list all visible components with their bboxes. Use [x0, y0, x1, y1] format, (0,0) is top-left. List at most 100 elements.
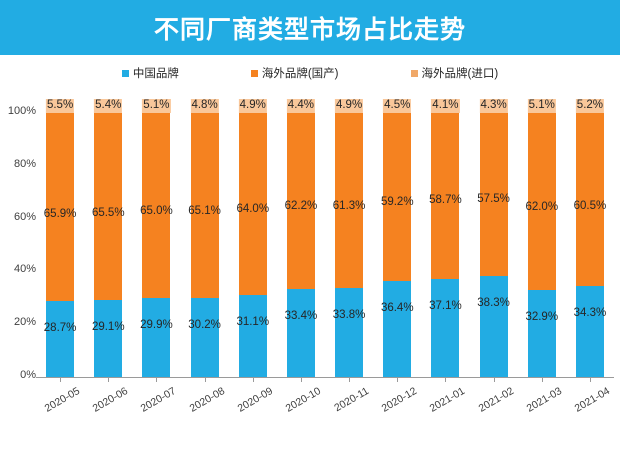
- x-axis-tick-label: 2021-02: [476, 385, 516, 415]
- x-axis-tick-label: 2020-10: [283, 385, 323, 415]
- bar-segment-china-brand[interactable]: 36.4%: [381, 281, 414, 378]
- bar-group[interactable]: 4.5% 59.2% 36.4%: [381, 99, 414, 378]
- legend-swatch-icon: [250, 69, 258, 77]
- bar-label-china-brand: 29.9%: [140, 319, 173, 332]
- bar-label-china-brand: 30.2%: [188, 318, 221, 331]
- x-axis-tick-mark: [493, 378, 495, 382]
- bar-label-import: 4.1%: [431, 99, 460, 113]
- bar-segment-import[interactable]: 4.9%: [238, 99, 267, 126]
- bar-group[interactable]: 4.4% 62.2% 33.4%: [284, 99, 318, 377]
- chart-legend: 中国品牌 海外品牌(国产) 海外品牌(进口): [0, 62, 620, 84]
- bar-segment-overseas-domestic[interactable]: 62.0%: [525, 126, 559, 291]
- y-axis-tick-text: 40%: [13, 263, 36, 276]
- legend-item-1[interactable]: 海外品牌(国产): [250, 65, 339, 81]
- bar-segment-overseas-domestic[interactable]: 57.5%: [477, 124, 510, 277]
- bar-segment-overseas-domestic[interactable]: 65.5%: [92, 127, 125, 301]
- bar-group[interactable]: 4.3% 57.5% 38.3%: [477, 99, 510, 378]
- x-axis-tick-mark: [108, 378, 110, 382]
- bar-segment-overseas-domestic[interactable]: 62.2%: [285, 124, 317, 289]
- bar-segment-import[interactable]: 4.3%: [479, 99, 508, 125]
- bar-segment-import[interactable]: 4.4%: [286, 99, 316, 125]
- bar-label-china-brand: 29.1%: [91, 321, 125, 334]
- bar-label-import: 4.4%: [286, 99, 316, 113]
- legend-item-2[interactable]: 海外品牌(进口): [410, 65, 499, 81]
- x-axis-tick-mark: [349, 378, 351, 382]
- bar-segment-import[interactable]: 5.5%: [45, 99, 75, 128]
- bar-group[interactable]: 5.1% 62.0% 32.9%: [525, 99, 559, 377]
- bar-label-china-brand: 28.7%: [43, 322, 77, 335]
- bar-label-overseas-domestic: 65.1%: [188, 204, 221, 217]
- legend-swatch-icon: [121, 69, 129, 77]
- bar-group[interactable]: 5.5% 65.9% 28.7%: [43, 99, 77, 378]
- bar-label-overseas-domestic: 57.5%: [477, 193, 510, 206]
- bar-label-import: 4.3%: [479, 99, 508, 113]
- bar-segment-overseas-domestic[interactable]: 65.0%: [140, 126, 173, 299]
- x-axis-tick-mark: [204, 378, 206, 382]
- bar-segment-overseas-domestic[interactable]: 64.0%: [236, 125, 270, 295]
- bar-label-china-brand: 34.3%: [573, 307, 607, 320]
- bar-segment-import[interactable]: 4.8%: [190, 99, 219, 126]
- bar-segment-china-brand[interactable]: 38.3%: [477, 276, 510, 378]
- bar-label-overseas-domestic: 64.0%: [236, 203, 270, 216]
- bar-label-import: 5.5%: [45, 99, 75, 113]
- bar-label-import: 5.4%: [94, 99, 123, 113]
- legend-item-0[interactable]: 中国品牌: [121, 65, 179, 81]
- bar-segment-china-brand[interactable]: 34.3%: [573, 286, 607, 377]
- bar-group[interactable]: 4.1% 58.7% 37.1%: [429, 99, 462, 377]
- bar-label-overseas-domestic: 58.7%: [429, 194, 462, 207]
- x-axis-tick-mark: [60, 378, 62, 382]
- bar-group[interactable]: 4.8% 65.1% 30.2%: [188, 99, 221, 378]
- chart-plot-area: 0% 20% 40% 60% 80% 100% 5.5% 65.9% 28.7% 5.4% 65.…: [0, 88, 620, 415]
- bar-segment-overseas-domestic[interactable]: 58.7%: [429, 123, 462, 279]
- bar-group[interactable]: 4.9% 61.3% 33.8%: [332, 99, 366, 377]
- legend-item-label: 海外品牌(进口): [421, 68, 499, 80]
- y-axis-tick-text: 100%: [7, 105, 36, 117]
- bar-label-overseas-domestic: 65.9%: [43, 207, 77, 220]
- y-axis-tick-text: 0%: [20, 369, 36, 381]
- bar-group[interactable]: 5.4% 65.5% 29.1%: [91, 99, 125, 377]
- x-axis-tick-label: 2020-05: [42, 385, 83, 415]
- bar-segment-import[interactable]: 4.9%: [334, 99, 364, 126]
- bar-group[interactable]: 5.1% 65.0% 29.9%: [140, 99, 173, 377]
- bar-label-overseas-domestic: 65.0%: [140, 205, 173, 218]
- bar-segment-china-brand[interactable]: 30.2%: [188, 297, 221, 378]
- bar-segment-china-brand[interactable]: 33.8%: [332, 287, 366, 377]
- bar-segment-overseas-domestic[interactable]: 65.1%: [188, 125, 221, 298]
- bar-group[interactable]: 4.9% 64.0% 31.1%: [236, 99, 270, 377]
- y-axis-tick-text: 20%: [13, 316, 36, 329]
- bar-segment-china-brand[interactable]: 32.9%: [525, 290, 559, 377]
- page-title: 不同厂商类型市场占比走势: [153, 15, 466, 44]
- x-axis-tick-mark: [156, 378, 158, 382]
- x-axis-tick-label: 2021-03: [524, 385, 564, 415]
- bar-segment-china-brand[interactable]: 31.1%: [236, 294, 269, 377]
- x-axis-tick-label: 2020-07: [139, 385, 179, 415]
- bar-group[interactable]: 5.2% 60.5% 34.3%: [573, 99, 607, 377]
- bar-label-overseas-domestic: 62.0%: [525, 201, 559, 214]
- bar-segment-overseas-domestic[interactable]: 59.2%: [381, 124, 414, 282]
- bar-segment-import[interactable]: 5.1%: [527, 99, 556, 127]
- bar-segment-overseas-domestic[interactable]: 65.9%: [43, 127, 77, 302]
- bar-segment-import[interactable]: 4.5%: [383, 99, 412, 125]
- bar-segment-china-brand[interactable]: 29.9%: [140, 298, 173, 377]
- bar-label-china-brand: 32.9%: [525, 311, 559, 324]
- bar-segment-import[interactable]: 4.1%: [431, 99, 460, 124]
- bar-label-import: 5.1%: [527, 99, 556, 113]
- legend-item-label: 海外品牌(国产): [261, 68, 339, 80]
- bar-label-china-brand: 33.4%: [284, 309, 318, 322]
- bar-label-china-brand: 37.1%: [429, 299, 462, 312]
- bar-segment-china-brand[interactable]: 33.4%: [284, 288, 318, 377]
- bar-segment-china-brand[interactable]: 29.1%: [91, 300, 125, 377]
- bar-segment-overseas-domestic[interactable]: 60.5%: [574, 126, 606, 287]
- bar-segment-import[interactable]: 5.2%: [575, 99, 605, 127]
- x-axis-tick-mark: [589, 378, 591, 382]
- x-axis-tick-mark: [252, 378, 254, 382]
- bar-segment-import[interactable]: 5.1%: [142, 99, 171, 127]
- bar-label-china-brand: 33.8%: [332, 308, 366, 321]
- x-axis-tick-label: 2020-12: [379, 385, 420, 415]
- x-axis-tick-mark: [445, 378, 447, 382]
- bar-segment-import[interactable]: 5.4%: [94, 99, 123, 128]
- bar-segment-china-brand[interactable]: 28.7%: [43, 301, 77, 378]
- bar-segment-overseas-domestic[interactable]: 61.3%: [333, 125, 365, 288]
- bar-segment-china-brand[interactable]: 37.1%: [429, 278, 462, 377]
- x-axis-tick-label: 2021-01: [428, 385, 468, 415]
